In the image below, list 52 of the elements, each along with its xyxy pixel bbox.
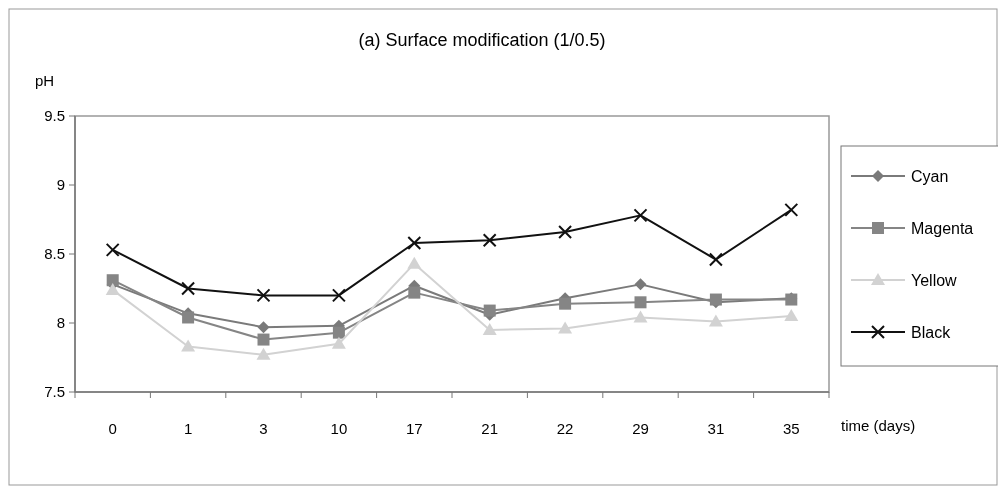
point <box>332 326 345 339</box>
x-tick-label: 10 <box>330 420 348 437</box>
y-tick-label: 8.5 <box>44 245 65 263</box>
point <box>482 322 497 335</box>
point <box>257 333 270 346</box>
legend-label: Yellow <box>911 271 958 289</box>
point <box>331 336 346 349</box>
point <box>181 339 196 352</box>
x-tick-label: 22 <box>556 420 574 437</box>
point <box>708 252 723 267</box>
y-axis-title: pH <box>35 72 55 89</box>
point <box>633 208 648 223</box>
point <box>105 242 120 257</box>
x-axis-title: time (days) <box>841 417 916 434</box>
legend-label: Black <box>911 323 952 341</box>
x-tick-label: 35 <box>782 420 800 437</box>
point <box>634 278 647 291</box>
y-tick-label: 8 <box>56 314 65 332</box>
y-tick-label: 7.5 <box>44 383 65 401</box>
x-tick-label: 21 <box>481 420 499 437</box>
point <box>106 274 119 287</box>
point <box>558 321 573 334</box>
point <box>634 296 647 309</box>
point <box>105 282 120 295</box>
point <box>483 304 496 317</box>
x-tick-label: 31 <box>707 420 725 437</box>
point <box>256 347 271 360</box>
legend-label: Magenta <box>911 219 974 237</box>
point <box>408 286 421 299</box>
point <box>407 235 422 250</box>
x-tick-label: 1 <box>183 420 193 437</box>
point <box>257 321 270 334</box>
point <box>784 309 799 322</box>
y-tick-label: 9 <box>56 176 65 194</box>
point <box>407 256 422 269</box>
point <box>784 202 799 217</box>
point <box>558 224 573 239</box>
point <box>256 288 271 303</box>
point <box>331 288 346 303</box>
x-tick-label: 0 <box>108 420 117 437</box>
x-tick-label: 29 <box>632 420 649 437</box>
point <box>181 281 196 296</box>
x-tick-label: 17 <box>405 420 423 437</box>
point <box>559 297 572 310</box>
point <box>182 311 195 324</box>
point <box>482 233 497 248</box>
legend-label: Cyan <box>911 167 949 185</box>
chart-title: (a) Surface modification (1/0.5) <box>358 30 606 50</box>
y-tick-label: 9.5 <box>44 107 65 125</box>
x-tick-label: 3 <box>259 420 268 437</box>
point <box>708 314 723 327</box>
point <box>633 310 648 323</box>
